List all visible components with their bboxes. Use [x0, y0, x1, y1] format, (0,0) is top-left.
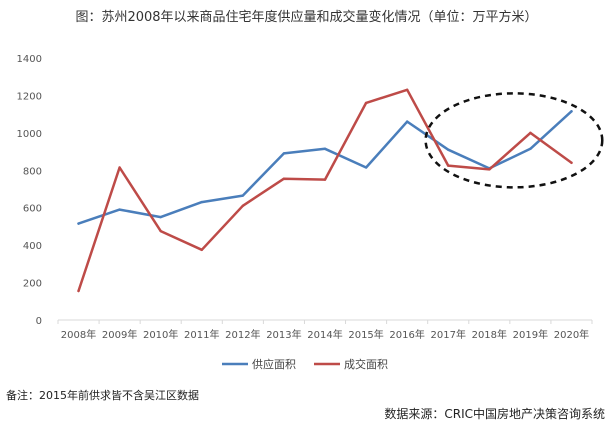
data-point — [570, 161, 573, 164]
data-point — [200, 248, 203, 252]
y-tick-label: 800 — [23, 166, 42, 177]
annotation-layer — [424, 92, 604, 189]
y-tick-label: 0 — [36, 316, 42, 327]
legend-label: 成交面积 — [344, 357, 388, 371]
data-point — [447, 164, 450, 167]
data-point — [447, 148, 450, 151]
x-tick-label: 2014年 — [307, 328, 342, 341]
x-tick-label: 2009年 — [102, 328, 137, 341]
data-point — [241, 204, 245, 208]
x-axis: 2008年 2009年 2010年 2011年 2012年 2013年 2014年 2015年… — [57, 319, 593, 341]
data-point — [282, 152, 286, 155]
x-tick-label: 2012年 — [225, 328, 260, 341]
series-line-1 — [77, 110, 573, 225]
x-tick-label: 2017年 — [431, 328, 466, 341]
data-point — [488, 168, 491, 171]
data-point — [323, 178, 327, 181]
data-point — [323, 147, 327, 150]
x-tick-label: 2015年 — [348, 328, 383, 341]
x-tick-label: 2016年 — [389, 328, 424, 341]
y-tick-label: 1400 — [17, 54, 42, 65]
data-point — [159, 229, 162, 233]
x-tick-label: 2010年 — [143, 328, 178, 341]
data-point — [364, 166, 368, 169]
x-tick-label: 2011年 — [184, 328, 219, 341]
y-axis: 0 200 400 600 800 1000 1200 1400 — [17, 54, 42, 327]
y-tick-label: 200 — [23, 279, 42, 290]
y-tick-label: 1200 — [17, 91, 42, 102]
x-tick-label: 2018年 — [472, 328, 507, 341]
data-point — [77, 289, 80, 293]
y-tick-label: 400 — [23, 241, 42, 252]
data-point — [529, 147, 532, 150]
data-point — [118, 208, 121, 211]
legend: 供应面积 成交面积 — [222, 357, 388, 371]
data-source: 数据来源：CRIC中国房地产决策咨询系统 — [384, 407, 605, 421]
series-layer — [77, 88, 573, 293]
data-point — [405, 88, 409, 92]
data-point — [241, 194, 245, 197]
data-point — [405, 120, 409, 123]
data-point — [570, 110, 573, 113]
data-point — [364, 101, 368, 105]
x-tick-label: 2013年 — [266, 328, 301, 341]
x-tick-label: 2008年 — [61, 328, 96, 341]
x-tick-label: 2020年 — [554, 328, 589, 341]
data-point — [200, 200, 203, 204]
data-point — [282, 177, 286, 180]
legend-label: 供应面积 — [252, 357, 296, 371]
y-tick-label: 600 — [23, 204, 42, 215]
data-point — [159, 215, 162, 219]
x-tick-label: 2019年 — [513, 328, 548, 341]
highlight-ellipse — [424, 92, 604, 189]
series-line-2 — [77, 88, 573, 293]
data-point — [529, 131, 532, 135]
y-tick-label: 1000 — [17, 129, 42, 140]
data-point — [118, 166, 121, 169]
footnote: 备注：2015年前供求皆不含吴江区数据 — [6, 389, 199, 402]
data-point — [77, 222, 80, 225]
chart-title: 图：苏州2008年以来商品住宅年度供应量和成交量变化情况（单位：万平方米） — [75, 10, 538, 25]
